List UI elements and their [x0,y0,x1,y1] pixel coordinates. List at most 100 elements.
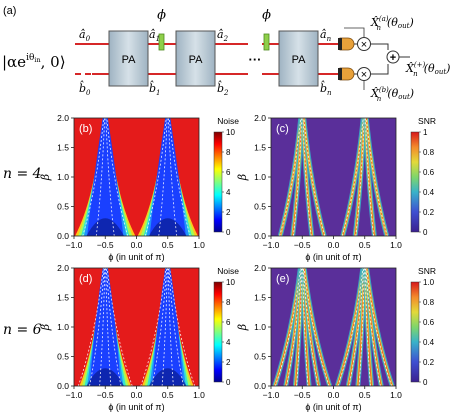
guide-curve [168,118,191,236]
input-state: |αe [2,53,26,71]
panel-a-label: (a) [3,5,16,17]
x-tick-label: −0.5 [294,240,311,250]
colorbar-title: Noise [217,266,239,276]
heatmap-c: (c) −1.0 −0.5 0.0 0.5 1.0 0.0 0.5 1.0 1.5 2.0 ϕ (in… [236,113,436,262]
x-tick-label: 0.0 [328,240,340,250]
guide-curve [366,268,393,386]
guide-curve [302,268,319,386]
guide-curve [82,118,105,236]
x-axis-label: ϕ (in unit of π) [108,402,164,412]
colorbar-title: SNR [418,116,436,126]
heatmap-field [77,268,196,386]
colorbar-tick-label: 2 [226,358,231,367]
x-tick-label: 0.5 [162,240,174,250]
heatmap-background [271,118,396,236]
y-tick-label: 2.0 [57,263,69,273]
svg-text:â1: â1 [149,28,160,43]
colorbar-tick-label: 0.8 [423,148,435,157]
svg-text:+: + [390,52,396,64]
guide-curve [77,268,104,386]
x-tick-label: −1.0 [66,390,83,400]
colorbar [410,281,420,383]
guide-curve [302,268,309,386]
heatmap-field [272,268,395,386]
colorbar [213,281,223,383]
guide-curve [89,268,105,386]
svg-text:b̂n: b̂n [320,81,332,97]
guide-curve [168,268,184,386]
noise-valley [149,368,187,386]
heatmap-b: (b) −1.0 −0.5 0.0 0.5 1.0 0.0 0.5 1.0 1.5 2.0 ϕ (in… [39,113,239,262]
colorbar-tick-label: 4 [226,338,231,347]
y-tick-label: 0.0 [57,381,69,391]
guide-curve [106,118,129,236]
colorbar-tick-label: 8 [226,298,231,307]
colorbar-tick-label: 6 [226,168,231,177]
guide-curve [296,268,303,386]
y-tick-label: 2.0 [254,263,266,273]
x-tick-label: −0.5 [97,390,114,400]
heatmap-field [277,118,390,236]
colorbar-tick-label: 0.6 [423,168,435,177]
phi-label-n: ϕ [262,8,271,23]
x-axis-label: ϕ (in unit of π) [108,252,164,262]
guide-curve [99,268,106,386]
pa-box-1 [108,30,149,87]
guide-curve [279,118,302,236]
colorbar [213,131,223,233]
x-tick-label: 1.0 [390,390,402,400]
noise-region [152,268,184,386]
guide-curve [341,118,364,236]
heatmap-d: (d) −1.0 −0.5 0.0 0.5 1.0 0.0 0.5 1.0 1.5 2.0 ϕ (in… [39,263,239,412]
svg-text:b̂0: b̂0 [79,81,91,97]
x-tick-label: −0.5 [294,390,311,400]
schematic: (a) |αeiθin, 0⟩ PA PA PA ϕ ϕ ··· â0 b̂0 [2,5,450,103]
guide-curve [286,268,302,386]
guide-curve [105,268,112,386]
y-tick-label: 1.0 [57,172,69,182]
guide-curve [292,118,303,236]
guide-curve [303,118,326,236]
noise-valley [149,218,187,236]
snr-band-peak [366,268,393,386]
y-tick-label: 1.5 [254,143,266,153]
detector-a [338,37,355,51]
noise-region [149,118,186,236]
x-tick-label: 0.5 [162,390,174,400]
detector-b [338,67,355,81]
colorbar [410,131,420,233]
colorbar-tick-label: 4 [226,188,231,197]
ellipsis: ··· [249,52,262,67]
svg-text:b̂1: b̂1 [149,81,161,97]
panel-label: (c) [276,123,289,135]
svg-text:×: × [361,69,367,81]
pa-box-2 [175,30,216,87]
y-tick-label: 1.0 [57,322,69,332]
y-tick-label: 0.0 [57,231,69,241]
noise-valley [86,218,124,236]
phase-shifter-n [263,33,270,51]
x-tick-label: 1.0 [193,240,205,250]
noise-valley [86,368,124,386]
colorbar-tick-label: 0.2 [423,208,435,217]
x-tick-label: 0.5 [359,240,371,250]
colorbar-tick-label: 0 [226,228,231,237]
colorbar-tick-label: 2 [226,208,231,217]
guide-curve [161,268,168,386]
guide-curve [144,118,167,236]
pa-label-n: PA [292,54,307,66]
svg-text:|αeiθin, 0⟩: |αeiθin, 0⟩ [2,53,66,71]
y-tick-label: 0.0 [254,231,266,241]
guide-curve [358,268,365,386]
row-label-n6: n = 6 [3,322,42,338]
x-axis-label: ϕ (in unit of π) [305,252,361,262]
colorbar-tick-label: 0.8 [423,298,435,307]
colorbar-tick-label: 0.2 [423,358,435,367]
y-tick-label: 1.5 [57,143,69,153]
colorbar-title: SNR [418,266,436,276]
x-tick-label: 0.0 [131,390,143,400]
y-tick-label: 0.5 [57,352,69,362]
colorbar-tick-label: 0.6 [423,318,435,327]
heatmap-e: (e) −1.0 −0.5 0.0 0.5 1.0 0.0 0.5 1.0 1.5 2.0 ϕ (in… [236,263,436,412]
x-tick-label: −0.5 [97,240,114,250]
